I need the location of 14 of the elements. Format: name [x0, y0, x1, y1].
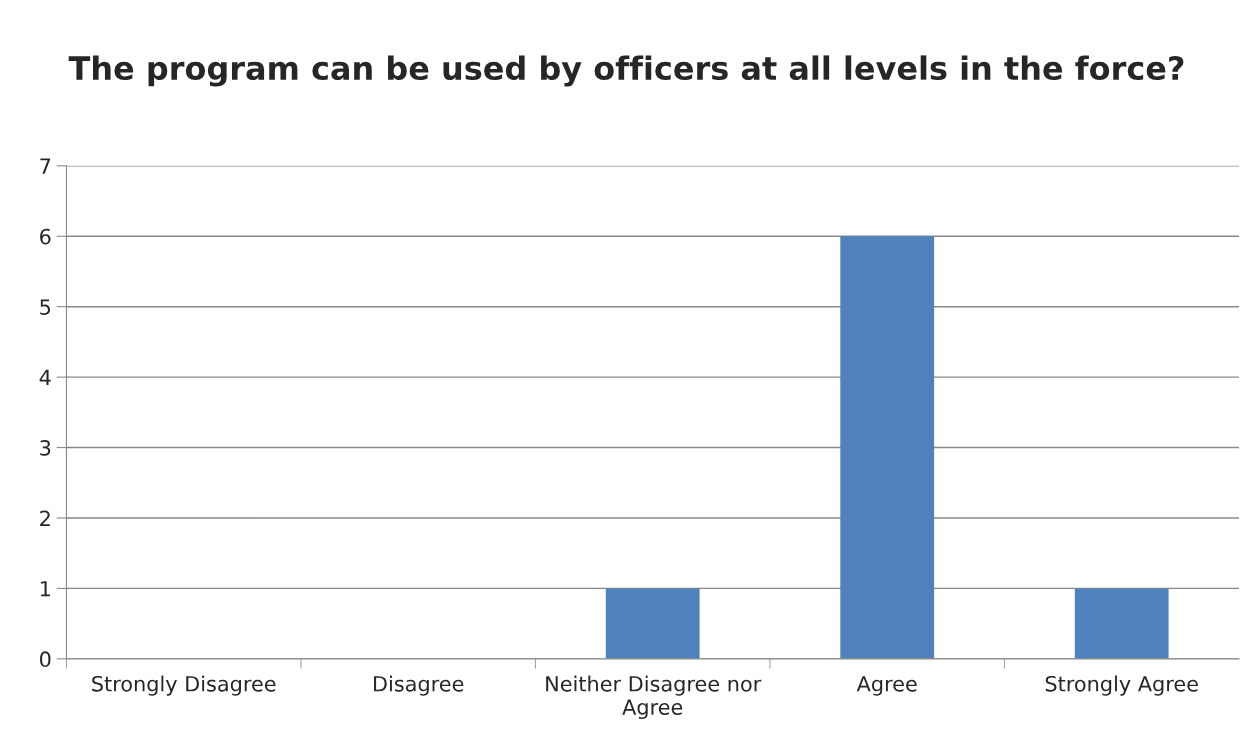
x-tick-label: Strongly Disagree	[92, 675, 276, 696]
y-tick-label: 6	[40, 228, 51, 245]
x-tick-label: Strongly Agree	[1045, 675, 1198, 696]
y-tick-label: 0	[40, 651, 51, 668]
y-tick-label: 3	[40, 440, 51, 456]
y-tick-label: 5	[40, 299, 51, 315]
x-tick-label: Agree	[856, 676, 917, 696]
y-tick-label: 4	[39, 369, 51, 386]
y-tick-label: 7	[40, 158, 51, 174]
x-tick-label: Disagree	[374, 675, 464, 696]
x-tick-label: Neither Disagree nor Agree	[546, 675, 762, 720]
y-tick-label: 1	[40, 581, 50, 597]
y-tick-label: 2	[40, 510, 50, 526]
chart-title: The program can be used by officers at all levels in the force?	[68, 55, 1184, 87]
